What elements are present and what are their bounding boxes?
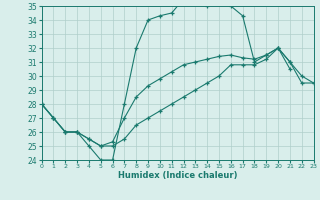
X-axis label: Humidex (Indice chaleur): Humidex (Indice chaleur) <box>118 171 237 180</box>
